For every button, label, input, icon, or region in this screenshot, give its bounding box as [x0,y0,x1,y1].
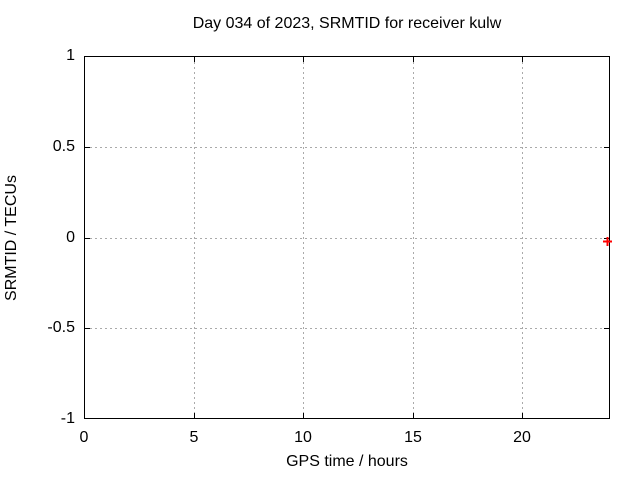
y-tick-mark-right [604,147,609,148]
y-tick-mark-right [604,328,609,329]
y-axis-label: SRMTID / TECUs [3,175,20,301]
y-tick-mark-right [604,238,609,239]
x-gridline [194,57,195,418]
x-tick-mark-top [303,57,304,62]
chart-title: Day 034 of 2023, SRMTID for receiver kul… [192,15,502,32]
x-tick-label: 20 [513,429,531,446]
x-gridline [303,57,304,418]
y-tick-mark-left [85,328,90,329]
data-point-marker [603,233,613,246]
y-tick-mark-left [85,238,90,239]
y-tick-label: 0.5 [52,138,75,155]
x-tick-mark-top [413,57,414,62]
x-tick-mark-bottom [194,413,195,418]
y-tick-label: -1 [60,410,75,427]
x-tick-mark-top [522,57,523,62]
x-tick-mark-bottom [413,413,414,418]
x-gridline [413,57,414,418]
x-axis-label: GPS time / hours [286,453,408,470]
x-gridline [522,57,523,418]
y-gridline [85,328,609,329]
y-tick-label: 1 [66,47,75,64]
x-tick-mark-bottom [303,413,304,418]
y-gridline [85,147,609,148]
y-gridline [85,238,609,239]
y-tick-label: -0.5 [47,319,75,336]
x-tick-label: 15 [404,429,422,446]
x-tick-mark-bottom [522,413,523,418]
y-tick-mark-left [85,147,90,148]
x-tick-label: 0 [79,429,89,446]
x-tick-label: 10 [294,429,312,446]
x-tick-label: 5 [189,429,199,446]
y-tick-label: 0 [66,229,75,246]
x-tick-mark-top [194,57,195,62]
